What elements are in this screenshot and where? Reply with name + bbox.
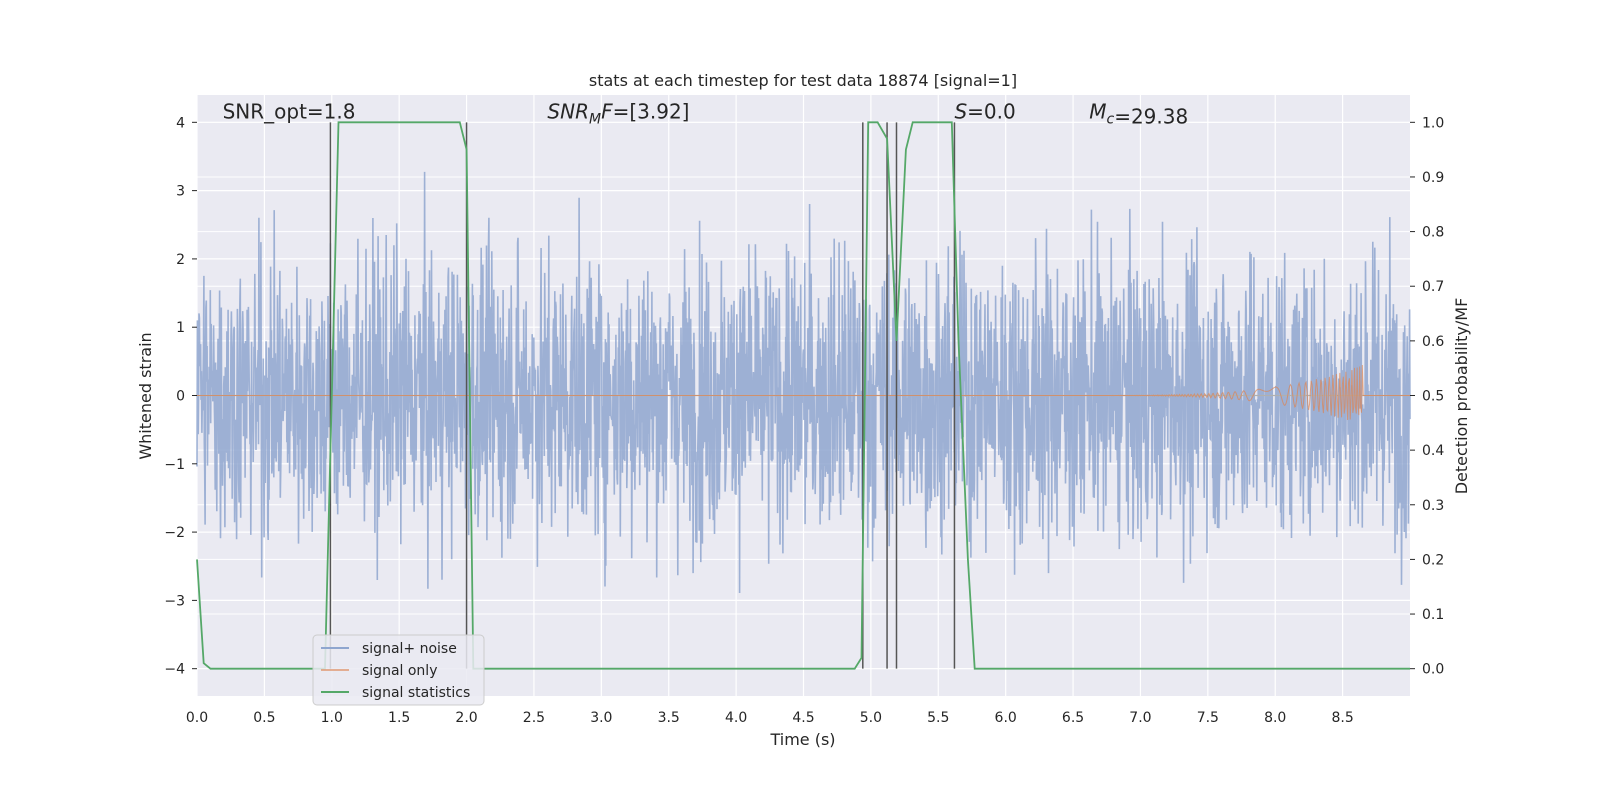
x-tick-label: 5.0 xyxy=(860,710,882,726)
annotation-snr-mf: SNRMF=[3.92] xyxy=(547,99,689,127)
y-tick-label: 0 xyxy=(176,389,185,405)
y2-tick-label: 0.3 xyxy=(1422,498,1444,514)
y2-axis-label: Detection probability/MF xyxy=(1452,298,1471,495)
y-tick-label: 4 xyxy=(176,115,185,131)
y2-tick-label: 0.2 xyxy=(1422,552,1444,568)
x-tick-label: 1.5 xyxy=(388,710,410,726)
y2-tick-label: 0.9 xyxy=(1422,170,1444,186)
y2-tick-label: 0.6 xyxy=(1422,334,1444,350)
x-tick-label: 0.0 xyxy=(186,710,208,726)
x-tick-label: 6.0 xyxy=(995,710,1017,726)
legend-label-signal-statistics: signal statistics xyxy=(362,685,470,701)
x-tick-label: 2.5 xyxy=(523,710,545,726)
y2-tick-label: 0.1 xyxy=(1422,607,1444,623)
y2-axis-ticks: 0.0 0.1 0.2 0.3 0.4 0.5 0.6 0.7 0.8 0.9 1.0 xyxy=(1410,115,1444,678)
chart-title: stats at each timestep for test data 188… xyxy=(589,71,1017,90)
annotations: SNR_opt=1.8 SNRMF=[3.92] S=0.0 Mc=29.38 xyxy=(223,99,1189,128)
x-tick-label: 0.5 xyxy=(253,710,275,726)
x-axis-ticks: 0.0 0.5 1.0 1.5 2.0 2.5 3.0 3.5 4.0 4.5 5.0 5.5 6.0 6… xyxy=(186,710,1354,726)
legend-label-signal-only: signal only xyxy=(362,663,437,679)
y-tick-label: −1 xyxy=(164,457,185,473)
legend-label-signal-plus-noise: signal+ noise xyxy=(362,641,457,657)
x-tick-label: 3.0 xyxy=(590,710,612,726)
x-tick-label: 7.5 xyxy=(1197,710,1219,726)
x-tick-label: 8.5 xyxy=(1331,710,1353,726)
legend: signal+ noise signal only signal statist… xyxy=(312,634,485,706)
x-tick-label: 6.5 xyxy=(1062,710,1084,726)
x-tick-label: 7.0 xyxy=(1129,710,1151,726)
y-tick-label: 3 xyxy=(176,184,185,200)
x-axis-label: Time (s) xyxy=(769,730,835,749)
x-tick-label: 4.5 xyxy=(792,710,814,726)
x-tick-label: 4.0 xyxy=(725,710,747,726)
y-tick-label: 1 xyxy=(176,320,185,336)
y-axis-ticks: −4 −3 −2 −1 0 1 2 3 4 xyxy=(164,115,197,678)
x-tick-label: 5.5 xyxy=(927,710,949,726)
legend-box xyxy=(312,634,485,706)
y-tick-label: −3 xyxy=(164,593,185,609)
y-tick-label: −2 xyxy=(164,525,185,541)
y2-tick-label: 0.5 xyxy=(1422,389,1444,405)
y2-tick-label: 1.0 xyxy=(1422,115,1444,131)
x-tick-label: 3.5 xyxy=(658,710,680,726)
y2-tick-label: 0.4 xyxy=(1422,443,1444,459)
x-tick-label: 8.0 xyxy=(1264,710,1286,726)
annotation-s-stat: S=0.0 xyxy=(954,99,1015,123)
y-tick-label: 2 xyxy=(176,252,185,268)
y2-tick-label: 0.0 xyxy=(1422,662,1444,678)
x-tick-label: 2.0 xyxy=(455,710,477,726)
annotation-chirp-mass: Mc=29.38 xyxy=(1089,99,1188,128)
y-tick-label: −4 xyxy=(164,662,185,678)
y-axis-label: Whitened strain xyxy=(136,332,155,459)
series-signal-only xyxy=(197,364,1410,421)
annotation-snr-opt: SNR_opt=1.8 xyxy=(223,99,356,123)
x-tick-label: 1.0 xyxy=(321,710,343,726)
y2-tick-label: 0.7 xyxy=(1422,279,1444,295)
noise-trace xyxy=(196,171,1411,594)
y2-tick-label: 0.8 xyxy=(1422,225,1444,241)
